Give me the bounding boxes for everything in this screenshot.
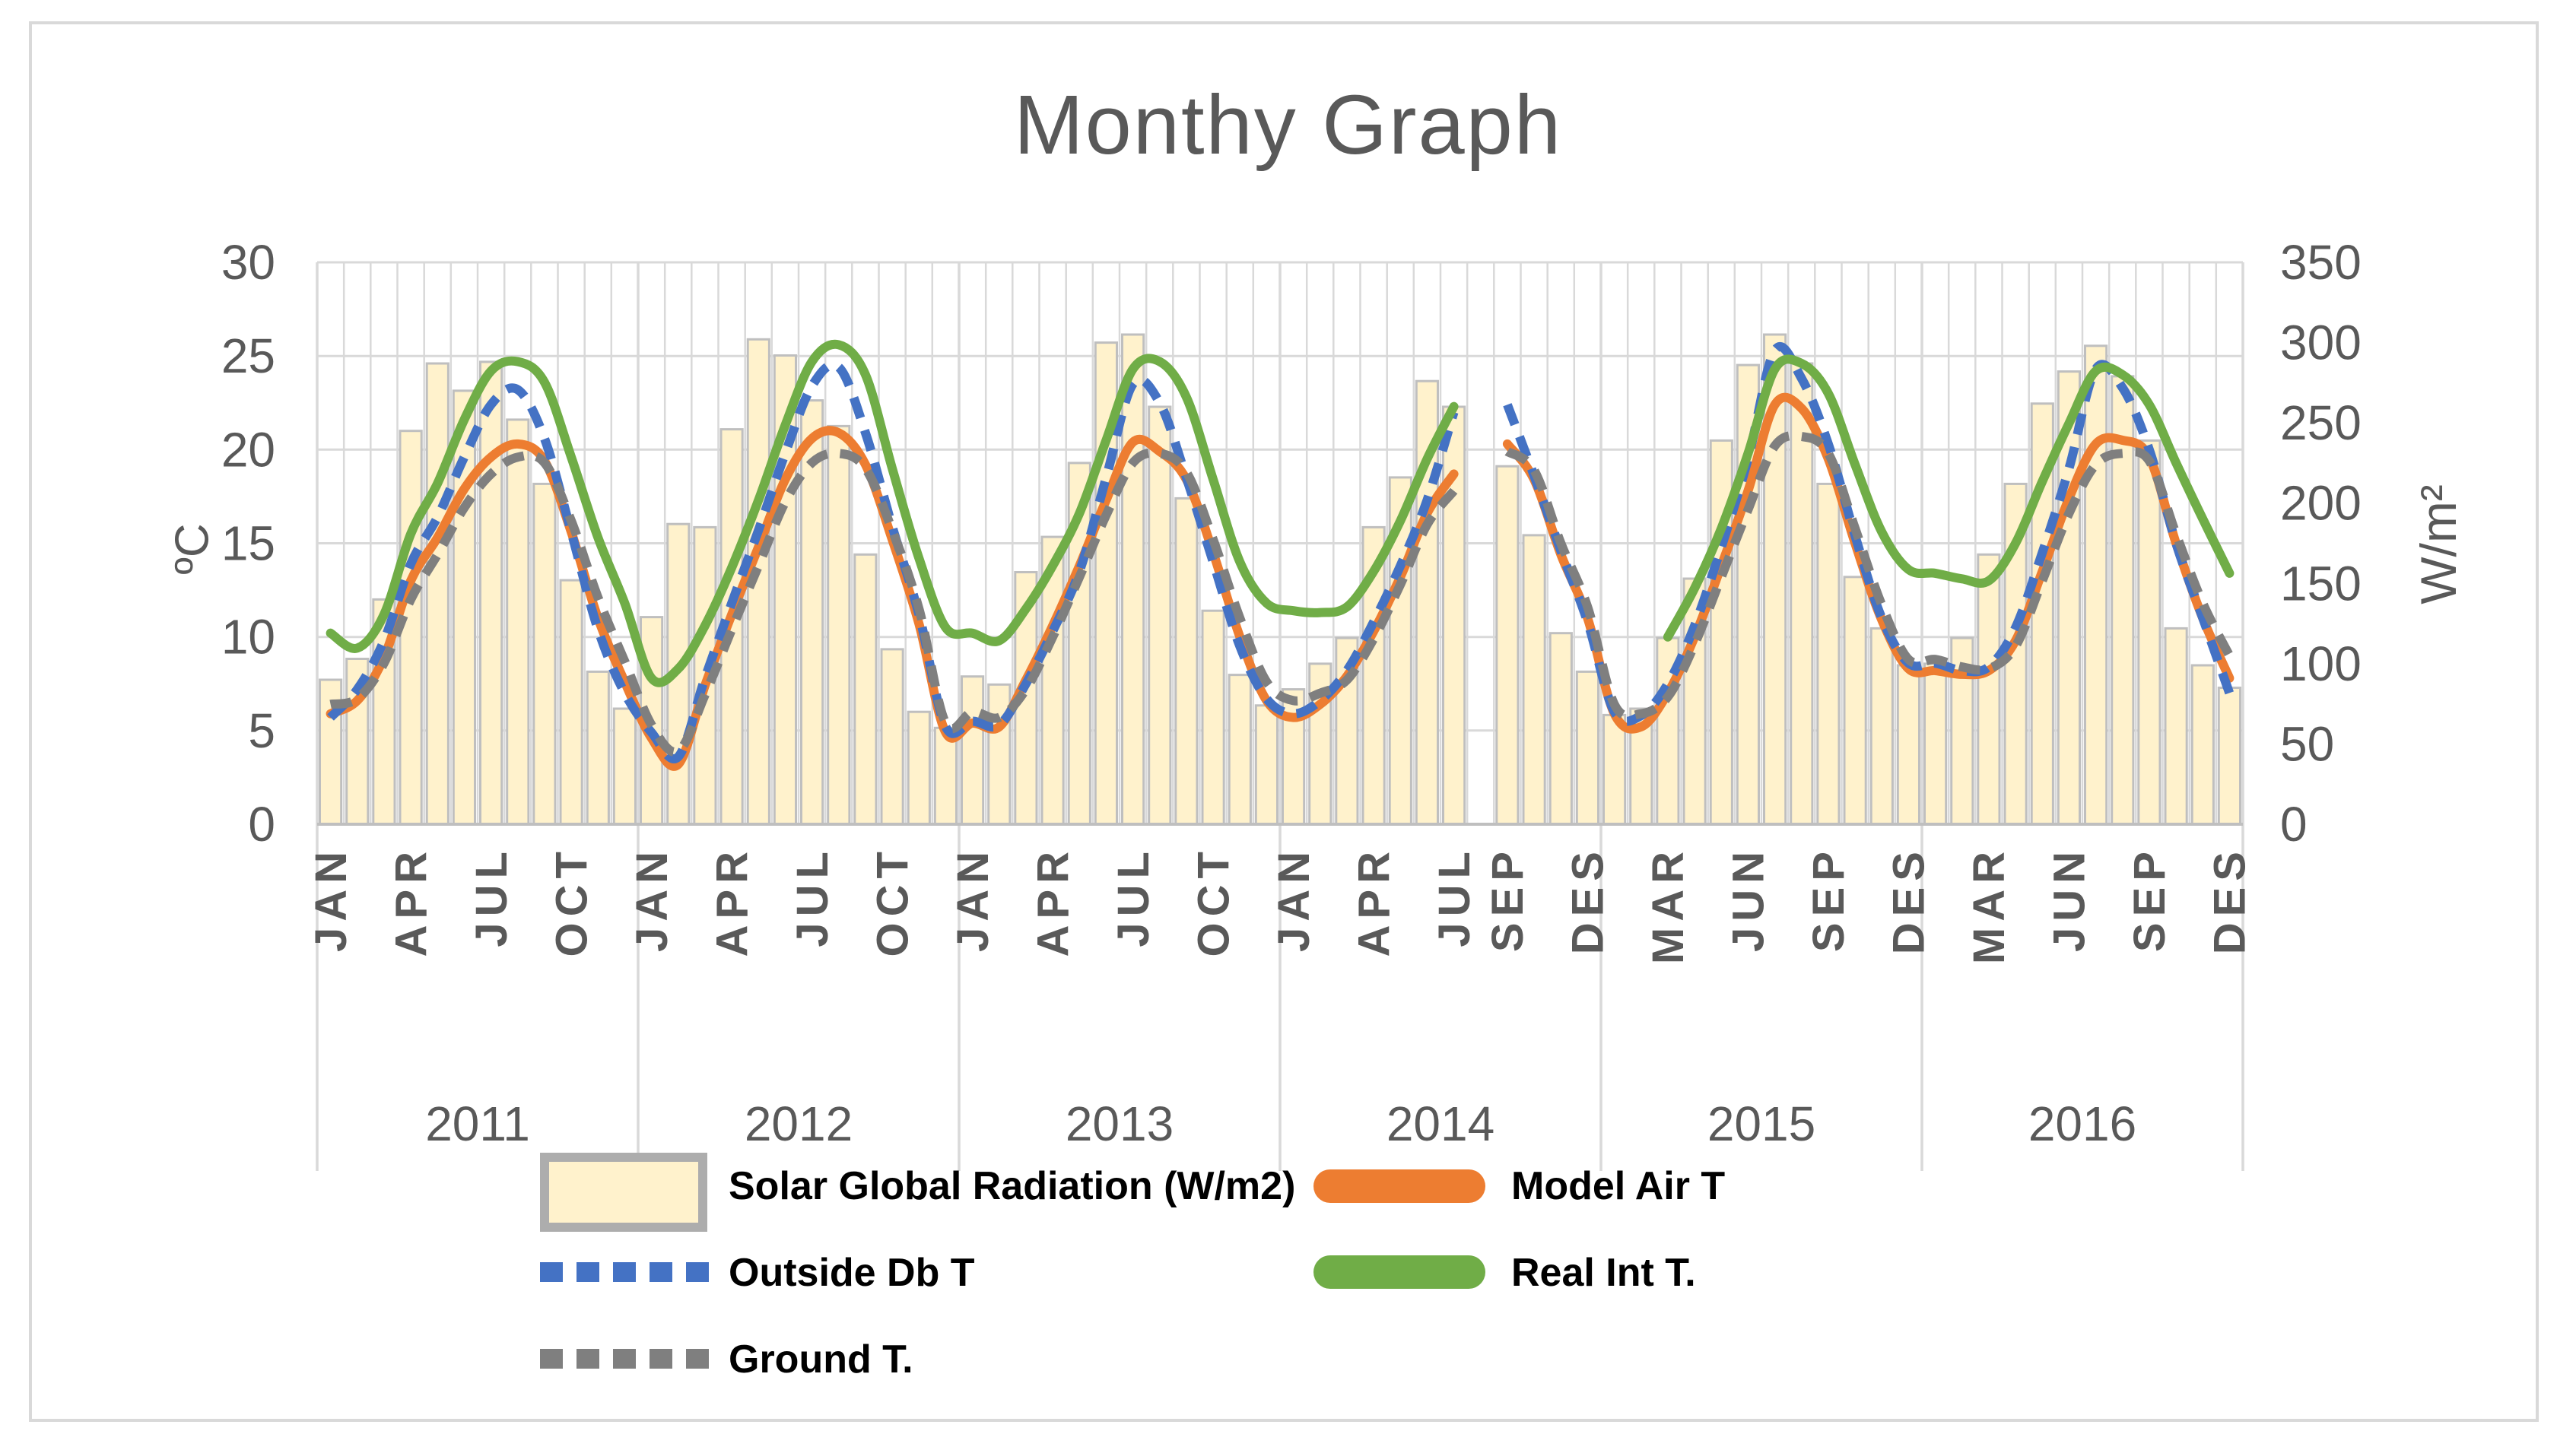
legend-label-solar-radiation: Solar Global Radiation (W/m2) <box>729 1164 1296 1208</box>
svg-text:2016: 2016 <box>2028 1096 2136 1151</box>
legend-swatch-outside-db-t <box>540 1262 709 1282</box>
svg-text:SEP: SEP <box>2125 846 2174 952</box>
svg-text:0: 0 <box>248 797 275 852</box>
svg-text:OCT: OCT <box>1189 846 1238 957</box>
svg-text:APR: APR <box>707 846 757 957</box>
svg-text:DES: DES <box>1564 846 1613 954</box>
svg-text:APR: APR <box>386 846 436 957</box>
svg-text:2013: 2013 <box>1066 1096 1174 1151</box>
svg-text:APR: APR <box>1349 846 1399 957</box>
svg-text:JUL: JUL <box>467 846 516 947</box>
svg-text:OCT: OCT <box>868 846 917 957</box>
chart-title: Monthy Graph <box>1013 78 1562 172</box>
svg-text:MAR: MAR <box>1644 846 1693 964</box>
series-outside-db-t <box>327 341 2235 763</box>
svg-text:JUL: JUL <box>1109 846 1158 947</box>
svg-text:150: 150 <box>2280 556 2362 611</box>
svg-text:2012: 2012 <box>745 1096 853 1151</box>
svg-text:100: 100 <box>2280 636 2362 691</box>
legend-swatch-solar-radiation <box>540 1153 707 1232</box>
svg-text:300: 300 <box>2280 316 2362 370</box>
svg-text:JAN: JAN <box>948 846 998 952</box>
legend-swatch-ground-t <box>540 1349 709 1369</box>
y-axis-left-ticks: 0 5 10 15 20 25 30 <box>221 235 275 852</box>
svg-text:2011: 2011 <box>425 1096 530 1151</box>
x-axis-month-labels: JAN APR JUL OCT JAN APR JUL OCT JAN APR JUL OCT JAN A… <box>307 846 2255 964</box>
svg-text:JUN: JUN <box>1724 846 1774 952</box>
legend-label-model-air-t: Model Air T <box>1511 1164 1726 1208</box>
svg-text:APR: APR <box>1028 846 1078 957</box>
svg-text:JAN: JAN <box>627 846 677 952</box>
svg-text:SEP: SEP <box>1804 846 1853 952</box>
svg-text:MAR: MAR <box>1965 846 2014 964</box>
legend-label-real-int-t: Real Int T. <box>1511 1251 1696 1295</box>
legend-label-outside-db-t: Outside Db T <box>729 1251 975 1295</box>
svg-text:15: 15 <box>221 516 275 571</box>
svg-text:DES: DES <box>1885 846 1934 954</box>
svg-text:250: 250 <box>2280 395 2362 450</box>
y-axis-left-title: ºC <box>167 523 219 574</box>
svg-text:2014: 2014 <box>1386 1096 1494 1151</box>
y-axis-right-title: W/m² <box>2410 484 2466 604</box>
legend-label-ground-t: Ground T. <box>729 1337 913 1382</box>
svg-text:350: 350 <box>2280 235 2362 290</box>
legend-swatch-real-int-t <box>1313 1255 1485 1289</box>
y-axis-right-ticks: 0 50 100 150 200 250 300 350 <box>2280 235 2362 852</box>
x-axis-year-labels: 2011 2012 2013 2014 2015 2016 <box>425 1096 2136 1151</box>
svg-text:50: 50 <box>2280 716 2334 771</box>
series-real-int-t <box>326 339 2235 687</box>
svg-text:20: 20 <box>221 422 275 477</box>
svg-text:5: 5 <box>248 703 275 758</box>
legend-swatch-model-air-t <box>1313 1169 1485 1203</box>
svg-text:JAN: JAN <box>1269 846 1319 952</box>
svg-text:2015: 2015 <box>1707 1096 1815 1151</box>
svg-text:JAN: JAN <box>307 846 356 952</box>
svg-text:200: 200 <box>2280 476 2362 531</box>
svg-text:10: 10 <box>221 610 275 665</box>
svg-text:SEP: SEP <box>1483 846 1533 952</box>
svg-text:JUN: JUN <box>2045 846 2095 952</box>
svg-text:30: 30 <box>221 235 275 290</box>
series-ground-t <box>329 431 2234 757</box>
svg-text:25: 25 <box>221 328 275 383</box>
svg-text:OCT: OCT <box>547 846 596 957</box>
svg-text:JUL: JUL <box>1430 846 1479 947</box>
svg-text:0: 0 <box>2280 797 2308 852</box>
svg-text:DES: DES <box>2206 846 2255 954</box>
svg-text:JUL: JUL <box>788 846 837 947</box>
